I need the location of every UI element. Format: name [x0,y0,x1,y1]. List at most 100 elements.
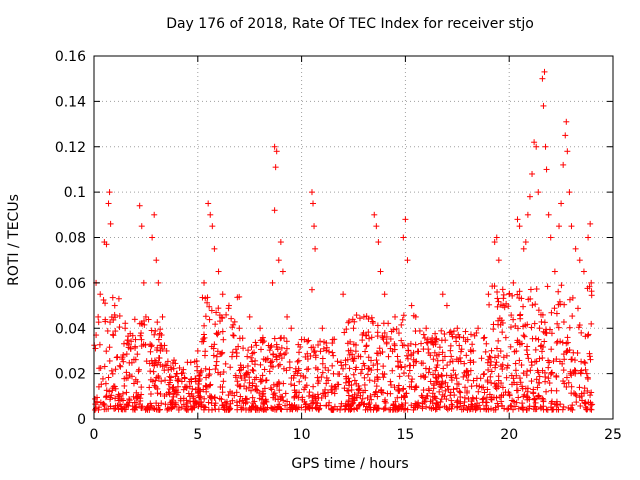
background-point [213,362,220,369]
background-point [433,352,440,359]
background-point [426,404,433,411]
background-point [403,390,410,397]
background-point [270,381,277,388]
background-point [509,397,516,404]
background-point [328,386,335,393]
background-point [119,390,126,397]
background-point [447,342,454,349]
background-point [500,354,507,361]
background-point [391,342,398,349]
background-point [270,351,277,358]
background-point [498,317,505,324]
data-point [516,223,523,230]
background-point [216,395,223,402]
background-point [534,367,541,374]
background-point [569,313,576,320]
background-point [498,363,505,370]
background-point [378,387,385,394]
background-point [555,406,562,413]
background-point [213,309,220,316]
background-point [370,362,377,369]
background-point [426,387,433,394]
background-point [312,404,319,411]
x-axis-label: GPS time / hours [291,456,409,472]
background-point [295,357,302,364]
data-point [531,139,538,146]
background-point [564,334,571,341]
background-point [560,367,567,374]
background-point [432,374,439,381]
data-point [107,220,114,227]
data-point [163,347,170,354]
background-point [131,316,138,323]
background-point [178,378,185,385]
background-point [252,357,259,364]
background-point [569,402,576,409]
background-point [314,391,321,398]
background-point [317,402,324,409]
chart-title: Day 176 of 2018, Rate Of TEC Index for r… [166,16,534,32]
background-point [282,390,289,397]
background-point [501,405,508,412]
data-point [246,313,253,320]
background-point [432,330,439,337]
background-point [399,342,406,349]
background-point [420,346,427,353]
background-point [248,344,255,351]
data-point [443,302,450,309]
background-point [366,335,373,342]
background-point [485,366,492,373]
data-point [568,223,575,230]
background-point [400,394,407,401]
background-point [520,332,527,339]
background-point [191,404,198,411]
background-point [258,346,265,353]
background-point [199,294,206,301]
background-point [526,405,533,412]
background-point [558,282,565,289]
background-point [325,402,332,409]
background-point [225,305,232,312]
background-point [319,369,326,376]
background-point [223,311,230,318]
background-point [312,395,319,402]
background-point [234,382,241,389]
background-point [253,342,260,349]
background-point [170,393,177,400]
background-point [156,331,163,338]
background-point [430,341,437,348]
background-point [203,388,210,395]
data-point [520,245,527,252]
background-point [361,400,368,407]
background-point [311,349,318,356]
background-point [103,348,110,355]
background-point [395,330,402,337]
background-point [229,349,236,356]
background-point [505,303,512,310]
background-point [524,385,531,392]
background-point [183,397,190,404]
background-point [548,398,555,405]
background-point [190,398,197,405]
background-point [347,403,354,410]
background-point [108,367,115,374]
data-point [485,291,492,298]
background-point [493,359,500,366]
background-point [376,345,383,352]
background-point [503,352,510,359]
background-point [551,305,558,312]
background-point [351,395,358,402]
background-point [494,400,501,407]
background-point [95,319,102,326]
background-point [494,288,501,295]
background-point [130,380,137,387]
background-point [561,380,568,387]
background-point [104,327,111,334]
background-point [486,391,493,398]
background-point [535,393,542,400]
background-point [410,349,417,356]
background-point [319,360,326,367]
background-point [345,378,352,385]
data-point [541,68,548,75]
data-point [556,223,563,230]
